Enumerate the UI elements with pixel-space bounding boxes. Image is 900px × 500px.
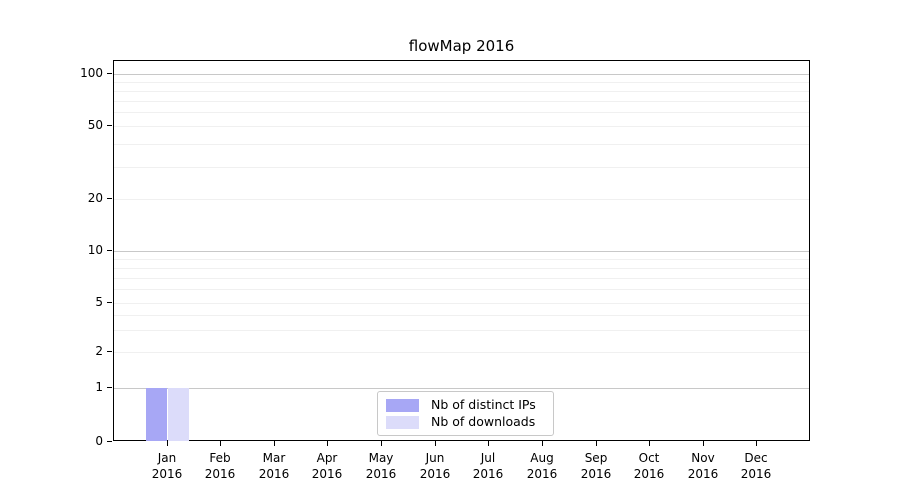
year-text: 2016 [258, 467, 290, 481]
minor-gridline [114, 112, 809, 113]
month-text: Dec [744, 451, 768, 465]
minor-gridline [114, 199, 809, 200]
x-axis-tick [220, 441, 221, 446]
y-axis-tick-label: 5 [95, 295, 103, 309]
year-text: 2016 [633, 467, 665, 481]
legend-swatch-distinct-ips [386, 398, 419, 412]
x-axis-tick [274, 441, 275, 446]
legend-label-distinct-ips: Nb of distinct IPs [431, 397, 536, 412]
year-text: 2016 [526, 467, 558, 481]
year-text: 2016 [311, 467, 343, 481]
minor-gridline [114, 167, 809, 168]
year-text: 2016 [472, 467, 504, 481]
x-axis-tick [327, 441, 328, 446]
x-axis-month-label: Jan 2016 [137, 450, 197, 482]
y-axis-tick [107, 198, 112, 199]
chart-title: flowMap 2016 [408, 37, 515, 55]
minor-gridline [114, 91, 809, 92]
y-axis-tick [107, 73, 112, 74]
month-text: Sep [584, 451, 608, 465]
minor-gridline [114, 352, 809, 353]
x-axis-tick [488, 441, 489, 446]
legend-entry-distinct-ips: Nb of distinct IPs [386, 397, 545, 413]
month-text: May [368, 451, 394, 465]
y-axis-tick-label: 100 [80, 66, 103, 80]
x-axis-tick [381, 441, 382, 446]
year-text: 2016 [151, 467, 183, 481]
x-axis-tick [542, 441, 543, 446]
y-axis-tick [107, 351, 112, 352]
x-axis-month-label: Sep 2016 [566, 450, 626, 482]
minor-gridline [114, 268, 809, 269]
bar-downloads [168, 388, 189, 441]
x-axis-month-label: Dec 2016 [726, 450, 786, 482]
month-text: Nov [691, 451, 715, 465]
minor-gridline [114, 82, 809, 83]
legend: Nb of distinct IPs Nb of downloads [377, 391, 554, 436]
x-axis-month-label: Feb 2016 [190, 450, 250, 482]
x-axis-tick [649, 441, 650, 446]
major-gridline [114, 388, 809, 389]
x-axis-month-label: May 2016 [351, 450, 411, 482]
minor-gridline [114, 330, 809, 331]
y-axis-tick [107, 250, 112, 251]
minor-gridline [114, 315, 809, 316]
y-axis-tick [107, 125, 112, 126]
y-axis-tick [107, 441, 112, 442]
x-axis-tick [596, 441, 597, 446]
year-text: 2016 [687, 467, 719, 481]
x-axis-tick [435, 441, 436, 446]
month-text: Feb [209, 451, 231, 465]
plot-area [113, 60, 810, 441]
year-text: 2016 [580, 467, 612, 481]
month-text: Oct [638, 451, 660, 465]
legend-swatch-downloads [386, 415, 419, 429]
x-axis-month-label: Mar 2016 [244, 450, 304, 482]
year-text: 2016 [740, 467, 772, 481]
year-text: 2016 [419, 467, 451, 481]
year-text: 2016 [365, 467, 397, 481]
major-gridline [114, 74, 809, 75]
minor-gridline [114, 144, 809, 145]
year-text: 2016 [204, 467, 236, 481]
minor-gridline [114, 126, 809, 127]
x-axis-month-label: Nov 2016 [673, 450, 733, 482]
y-axis-tick-label: 2 [95, 344, 103, 358]
x-axis-tick [167, 441, 168, 446]
y-axis-tick-label: 50 [87, 118, 103, 132]
month-text: Jul [480, 451, 496, 465]
major-gridline [114, 251, 809, 252]
legend-label-downloads: Nb of downloads [431, 414, 536, 429]
x-axis-tick [703, 441, 704, 446]
bar-distinct-ips [146, 388, 167, 441]
month-text: Jun [425, 451, 445, 465]
legend-entry-downloads: Nb of downloads [386, 414, 545, 430]
y-axis-tick [107, 302, 112, 303]
month-text: Jan [157, 451, 177, 465]
month-text: Mar [262, 451, 286, 465]
x-axis-month-label: Jun 2016 [405, 450, 465, 482]
y-axis-tick-label: 1 [95, 380, 103, 394]
y-axis-tick-label: 20 [87, 191, 103, 205]
y-axis-tick-label: 0 [95, 434, 103, 448]
minor-gridline [114, 278, 809, 279]
month-text: Aug [530, 451, 554, 465]
month-text: Apr [316, 451, 338, 465]
x-axis-month-label: Aug 2016 [512, 450, 572, 482]
minor-gridline [114, 259, 809, 260]
y-axis-tick [107, 387, 112, 388]
x-axis-month-label: Jul 2016 [458, 450, 518, 482]
x-axis-tick [756, 441, 757, 446]
minor-gridline [114, 289, 809, 290]
minor-gridline [114, 101, 809, 102]
y-axis-tick-label: 10 [87, 243, 103, 257]
x-axis-month-label: Oct 2016 [619, 450, 679, 482]
minor-gridline [114, 303, 809, 304]
x-axis-month-label: Apr 2016 [297, 450, 357, 482]
